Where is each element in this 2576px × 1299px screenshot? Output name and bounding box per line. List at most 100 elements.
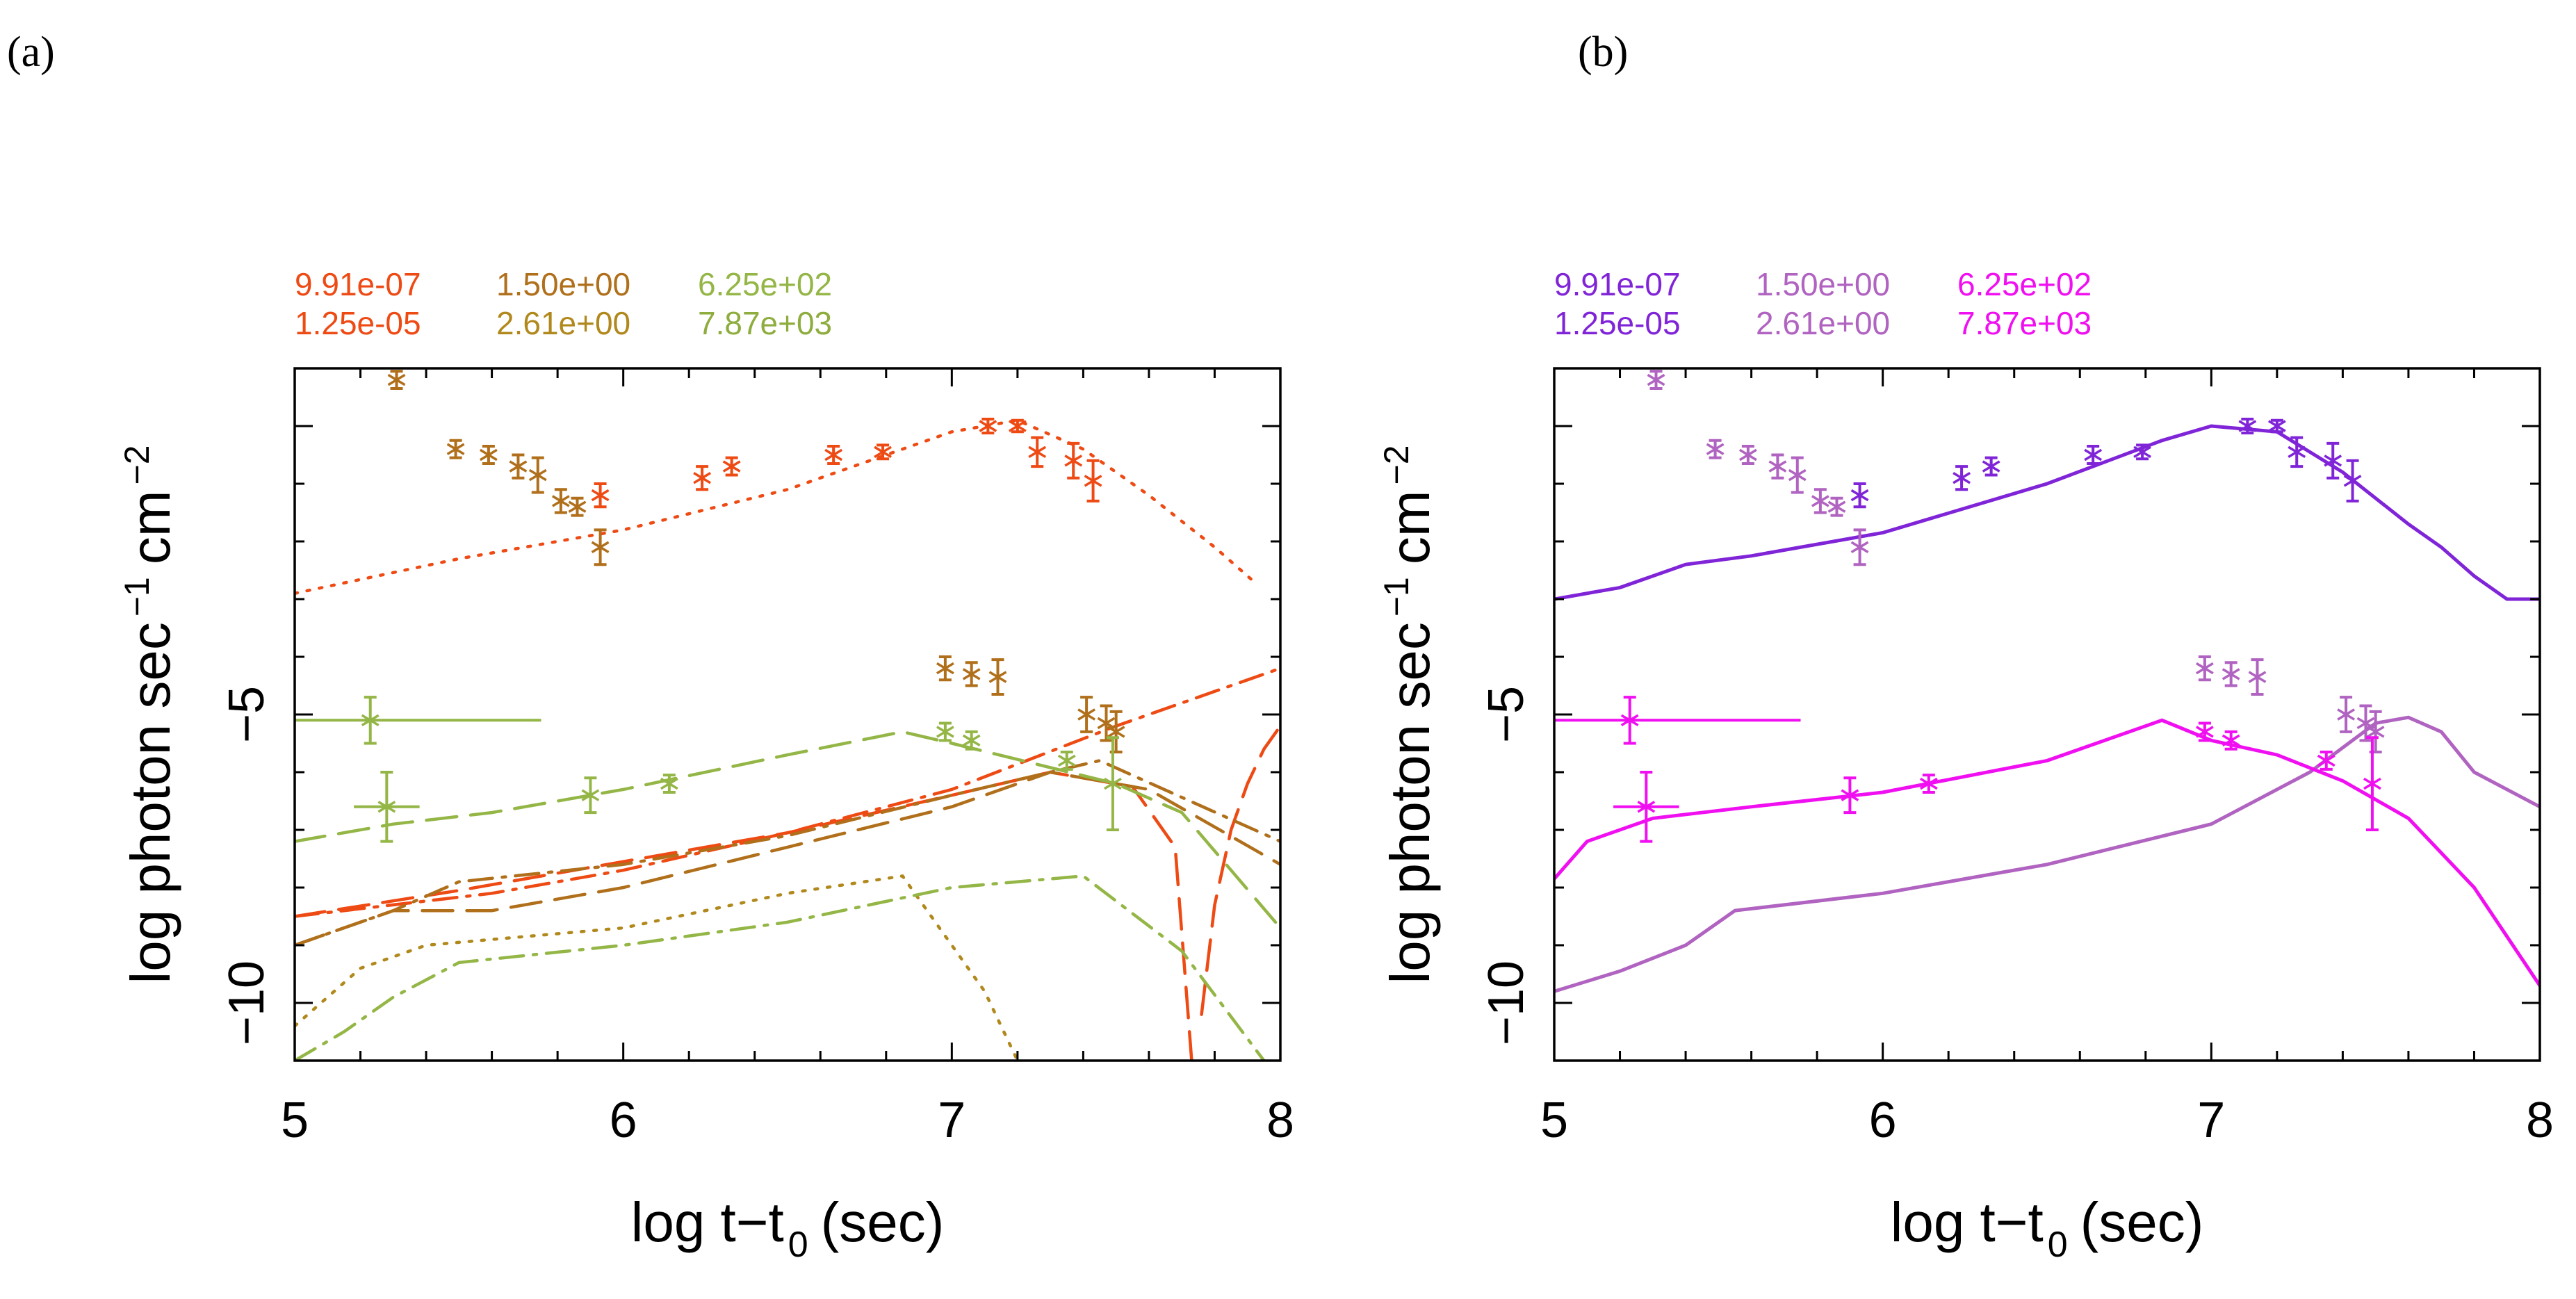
panel-a-point-xray-4 [936,721,954,742]
panel-a-ylabel: log photon sec−1cm−2 [117,445,181,983]
panel-a-point-optical-0 [591,482,610,509]
panel-a-point-xray-1 [377,771,396,843]
panel-b-point-optical-6 [2267,418,2286,434]
panel-a-point-uv-12 [1097,704,1116,742]
panel-a-curve-xray-dashed [295,730,1280,930]
panel-a-xlabel: log t−t 0 (sec) [631,1191,945,1265]
panel-a-xtick-8: 8 [1266,1093,1294,1148]
panel-b-point-uv-1 [1706,439,1725,459]
panel-b-point-xray-7 [2363,736,2381,831]
panel-a-point-optical-3 [824,445,843,465]
panel-b-point-uv-13 [2366,710,2385,753]
panel-a-point-optical-9 [1084,459,1102,503]
panel-a-point-optical-7 [1028,436,1047,468]
panel-b: (b) 9.91e-071.25e-05 1.50e+002.61e+00 6.25e… [1377,28,2554,1265]
panel-a-point-uv-0 [387,370,406,391]
panel-a-point-optical-8 [1064,441,1083,480]
panel-b-tag: (b) [1578,28,1628,76]
panel-b-point-uv-11 [2337,696,2356,733]
panel-a-curves [295,418,1280,1061]
panel-a-point-uv-9 [962,661,981,687]
panel-a-point-uv-5 [551,488,570,514]
panel-b-point-uv-8 [2195,655,2214,682]
panel-b-legend-1.25e-05: 1.25e-05 [1554,305,1681,341]
panel-a-legend-7.87e+03: 7.87e+03 [698,305,832,341]
panel-b-point-optical-8 [2324,441,2342,480]
panel-b-point-optical-7 [2288,436,2306,468]
panel-b-point-optical-2 [1982,456,2000,477]
panel-b-point-uv-2 [1738,445,1757,465]
panel-b-point-uv-3 [1768,453,1787,480]
panel-a-point-optical-6 [1008,418,1027,434]
panel-b-xtick-7: 7 [2197,1093,2225,1148]
panel-b-curve-opt-model [1554,424,2540,601]
panel-a-point-uv-7 [591,528,610,566]
panel-b-point-uv-4 [1788,456,1807,494]
panel-b-xlabel: log t−t 0 (sec) [1891,1191,2204,1265]
panel-a-frame [293,367,1282,1062]
panel-a-point-uv-3 [509,453,528,480]
panel-b-point-xray-0 [1620,696,1639,745]
panel-b-point-uv-9 [2222,661,2240,687]
panel-a-point-xray-2 [581,776,600,815]
panel-a-point-optical-4 [874,443,892,461]
panel-a-point-xray-5 [962,730,981,751]
panel-b-point-optical-1 [1953,465,1971,491]
panel-b-point-uv-12 [2356,704,2375,742]
panel-b-point-xray-6 [2317,750,2335,771]
panel-a-curve-opt-rise-dashed [1200,724,1280,1016]
panel-b-point-uv-6 [1827,496,1846,517]
panel-a-point-optical-2 [722,456,741,477]
panel-b-frame [1553,367,2541,1062]
panel-b-legend-9.91e-07: 9.91e-07 [1554,266,1681,302]
panel-b-legend-7.87e+03: 7.87e+03 [1957,305,2092,341]
panel-a-xtick-7: 7 [938,1093,965,1148]
panel-b-ytick-−5: −5 [1478,686,1534,743]
panel-a-ytick-−10: −10 [219,961,275,1045]
panel-b-ylabel: log photon sec−1cm−2 [1377,445,1441,983]
panel-b-point-xray-2 [1841,776,1859,815]
panel-a-point-optical-1 [693,465,712,491]
panel-a-legend-9.91e-07: 9.91e-07 [295,266,421,302]
panel-a-points [295,370,1125,843]
panel-b-point-xray-3 [1919,774,1938,794]
panel-b-curves [1554,424,2540,993]
panel-a: (a) 9.91e-071.25e-05 1.50e+002.61e+00 6.25e… [7,28,1294,1265]
panel-a-point-xray-3 [660,774,678,794]
panel-b-point-xray-4 [2195,721,2214,742]
panel-a-legend-2.61e+00: 2.61e+00 [496,305,630,341]
panel-a-point-uv-8 [936,655,954,682]
panel-b-xtick-6: 6 [1869,1093,1897,1148]
panel-a-point-uv-13 [1107,710,1125,753]
panel-a-curve-opt-dashdot [295,667,1280,918]
panel-a-point-uv-1 [446,439,465,459]
panel-a-xtick-6: 6 [610,1093,637,1148]
panel-a-point-xray-7 [1104,736,1122,831]
panel-a-point-uv-2 [479,445,498,465]
panel-b-curve-xray-model [1554,718,2540,988]
panel-b-point-optical-0 [1850,482,1869,509]
panel-b-point-optical-9 [2343,459,2362,503]
panel-a-tag: (a) [7,28,55,76]
panel-a-curve-opt-dashed [295,770,1193,1061]
panel-a-point-xray-0 [361,696,380,745]
panel-b-point-uv-5 [1811,488,1829,514]
panel-a-curve-xray-dashdot [295,874,1266,1061]
panel-b-point-optical-5 [2238,418,2257,434]
panel-b-point-uv-0 [1647,370,1665,391]
panel-a-xtick-5: 5 [281,1093,309,1148]
panel-a-curve-uv-dashed [295,770,1280,947]
panel-b-point-uv-7 [1850,528,1869,566]
panel-b-point-xray-5 [2222,730,2240,751]
panel-b-xtick-5: 5 [1540,1093,1568,1148]
panel-b-points [1554,370,2385,843]
panel-a-ytick-−5: −5 [219,686,275,743]
panel-b-point-optical-4 [2133,443,2151,461]
panel-b-point-uv-10 [2248,658,2267,696]
panel-a-legend-1.25e-05: 1.25e-05 [295,305,421,341]
panel-a-point-optical-5 [979,418,997,434]
panel-a-point-uv-6 [568,496,587,517]
panel-a-point-uv-4 [528,456,547,494]
